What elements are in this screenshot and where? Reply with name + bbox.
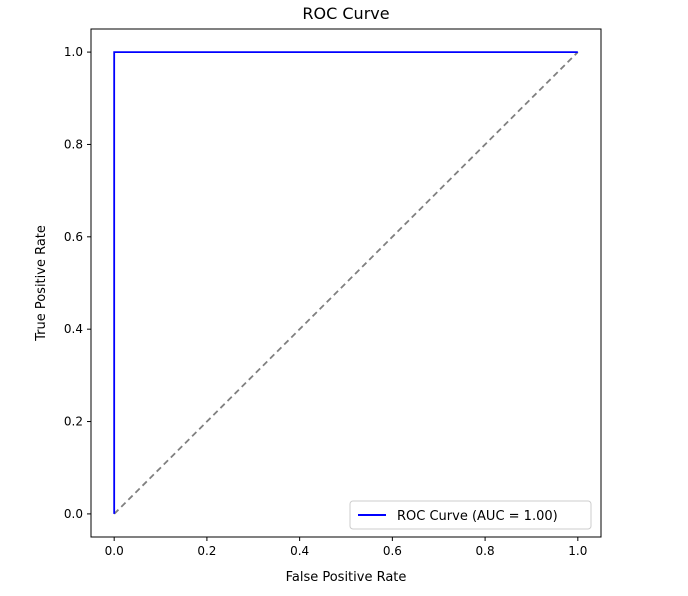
y-tick-label: 0.8 [64, 137, 83, 151]
x-tick-label: 0.8 [476, 544, 495, 558]
y-axis-label: True Positive Rate [34, 225, 49, 342]
y-tick-label: 1.0 [64, 45, 83, 59]
x-tick-label: 1.0 [568, 544, 587, 558]
legend: ROC Curve (AUC = 1.00) [349, 500, 592, 530]
x-tick-label: 0.0 [105, 544, 124, 558]
y-tick-label: 0.4 [64, 322, 83, 336]
roc-curve-line [113, 51, 578, 514]
diagonal-reference-line [113, 51, 579, 515]
chart-title: ROC Curve [302, 4, 389, 23]
plot-layer [113, 51, 579, 515]
x-tick-label: 0.6 [383, 544, 402, 558]
legend-box [349, 500, 592, 530]
plot-frame [90, 28, 602, 538]
y-tick-label: 0.6 [64, 230, 83, 244]
y-tick-label: 0.0 [64, 507, 83, 521]
x-tick-label: 0.2 [197, 544, 216, 558]
legend-label-roc-curve: ROC Curve (AUC = 1.00) [397, 509, 558, 524]
x-tick-label: 0.4 [290, 544, 309, 558]
x-axis-label: False Positive Rate [286, 570, 407, 585]
ticks-layer: 0.0 0.2 0.4 0.6 0.8 1.0 0.0 0.2 0.4 0.6 0.8 1.0 [64, 45, 587, 558]
y-tick-label: 0.2 [64, 415, 83, 429]
